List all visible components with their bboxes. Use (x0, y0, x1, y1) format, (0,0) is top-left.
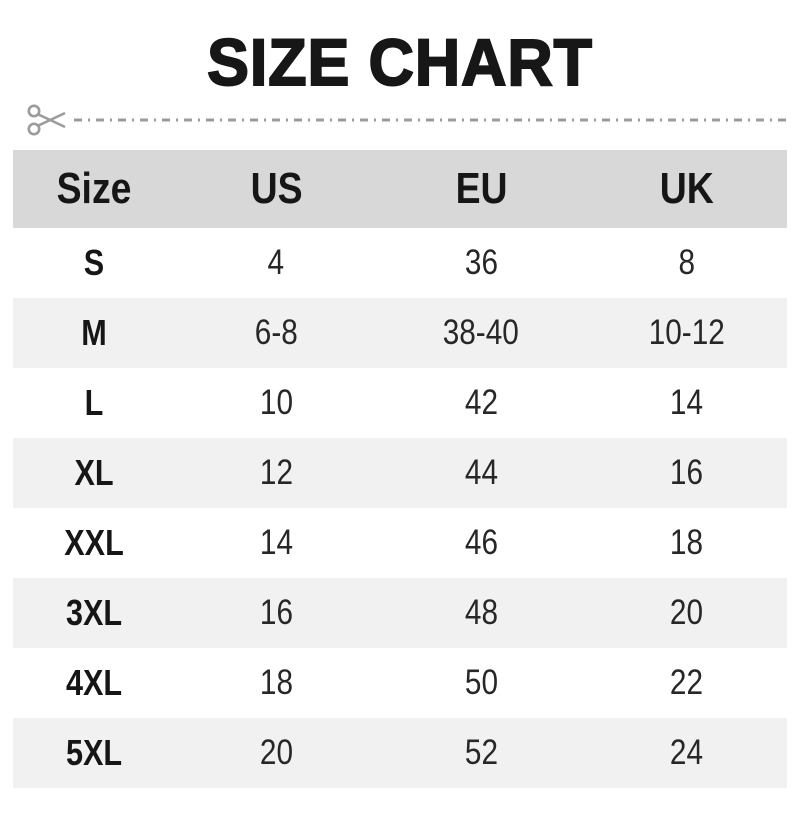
table-row: S 4 36 8 (13, 228, 787, 298)
uk-cell: 16 (586, 453, 787, 493)
eu-cell: 48 (377, 593, 586, 633)
column-header-uk-label: UK (659, 164, 714, 213)
table-header-row: Size US EU UK (13, 150, 787, 228)
us-value: 14 (259, 523, 293, 562)
eu-value: 44 (464, 453, 498, 492)
us-cell: 4 (176, 243, 377, 283)
table-body: S 4 36 8 M 6-8 38-40 10-12 L 10 42 (13, 228, 787, 788)
size-cell: L (13, 382, 176, 424)
column-header-size-label: Size (56, 164, 132, 213)
eu-value: 42 (464, 383, 498, 422)
size-label: XXL (64, 522, 125, 563)
uk-value: 8 (678, 243, 695, 282)
size-label: 3XL (66, 592, 123, 633)
column-header-size: Size (13, 164, 176, 214)
page-title: SIZE CHART (0, 25, 800, 99)
size-cell: XL (13, 452, 176, 494)
us-cell: 16 (176, 593, 377, 633)
eu-value: 48 (464, 593, 498, 632)
column-header-us: US (176, 164, 377, 214)
us-value: 16 (259, 593, 293, 632)
size-chart-table: Size US EU UK S 4 36 8 M 6-8 38 (13, 150, 787, 788)
size-cell: 5XL (13, 732, 176, 774)
us-cell: 6-8 (176, 313, 377, 353)
cut-line (26, 102, 790, 138)
us-value: 4 (267, 243, 285, 282)
size-cell: 3XL (13, 592, 176, 634)
size-label: L (84, 382, 104, 423)
eu-value: 52 (464, 733, 498, 772)
eu-cell: 52 (377, 733, 586, 773)
us-value: 6-8 (254, 313, 298, 352)
eu-value: 50 (464, 663, 498, 702)
column-header-uk: UK (586, 164, 787, 214)
table-row: XL 12 44 16 (13, 438, 787, 508)
uk-cell: 24 (586, 733, 787, 773)
table-row: XXL 14 46 18 (13, 508, 787, 578)
us-value: 10 (259, 383, 293, 422)
size-label: M (81, 312, 108, 353)
us-cell: 20 (176, 733, 377, 773)
us-value: 18 (259, 663, 293, 702)
size-cell: M (13, 312, 176, 354)
table-row: L 10 42 14 (13, 368, 787, 438)
uk-cell: 22 (586, 663, 787, 703)
uk-value: 22 (669, 663, 703, 702)
uk-cell: 18 (586, 523, 787, 563)
eu-value: 38-40 (443, 313, 520, 352)
eu-cell: 42 (377, 383, 586, 423)
eu-cell: 38-40 (377, 313, 586, 353)
us-cell: 18 (176, 663, 377, 703)
dashed-cut-line (74, 118, 790, 122)
size-label: 5XL (66, 732, 123, 773)
eu-cell: 46 (377, 523, 586, 563)
column-header-us-label: US (250, 164, 303, 213)
table-row: 5XL 20 52 24 (13, 718, 787, 788)
uk-cell: 10-12 (586, 313, 787, 353)
size-cell: S (13, 242, 176, 284)
size-label: 4XL (66, 662, 123, 703)
column-header-eu-label: EU (455, 164, 508, 213)
uk-value: 18 (669, 523, 703, 562)
table-row: M 6-8 38-40 10-12 (13, 298, 787, 368)
us-cell: 12 (176, 453, 377, 493)
uk-value: 14 (669, 383, 703, 422)
eu-cell: 44 (377, 453, 586, 493)
uk-value: 16 (669, 453, 703, 492)
eu-value: 46 (464, 523, 498, 562)
size-cell: 4XL (13, 662, 176, 704)
scissors-icon (27, 104, 66, 136)
uk-value: 20 (669, 593, 703, 632)
us-cell: 14 (176, 523, 377, 563)
uk-value: 10-12 (648, 313, 725, 352)
table-row: 4XL 18 50 22 (13, 648, 787, 718)
us-cell: 10 (176, 383, 377, 423)
table-row: 3XL 16 48 20 (13, 578, 787, 648)
us-value: 20 (259, 733, 293, 772)
eu-cell: 50 (377, 663, 586, 703)
size-label: S (84, 242, 105, 283)
uk-value: 24 (669, 733, 703, 772)
uk-cell: 8 (586, 243, 787, 283)
uk-cell: 14 (586, 383, 787, 423)
uk-cell: 20 (586, 593, 787, 633)
page-title-text: SIZE CHART (206, 25, 593, 99)
column-header-eu: EU (377, 164, 586, 214)
size-label: XL (74, 452, 114, 493)
size-cell: XXL (13, 522, 176, 564)
eu-cell: 36 (377, 243, 586, 283)
us-value: 12 (259, 453, 293, 492)
eu-value: 36 (464, 243, 498, 282)
